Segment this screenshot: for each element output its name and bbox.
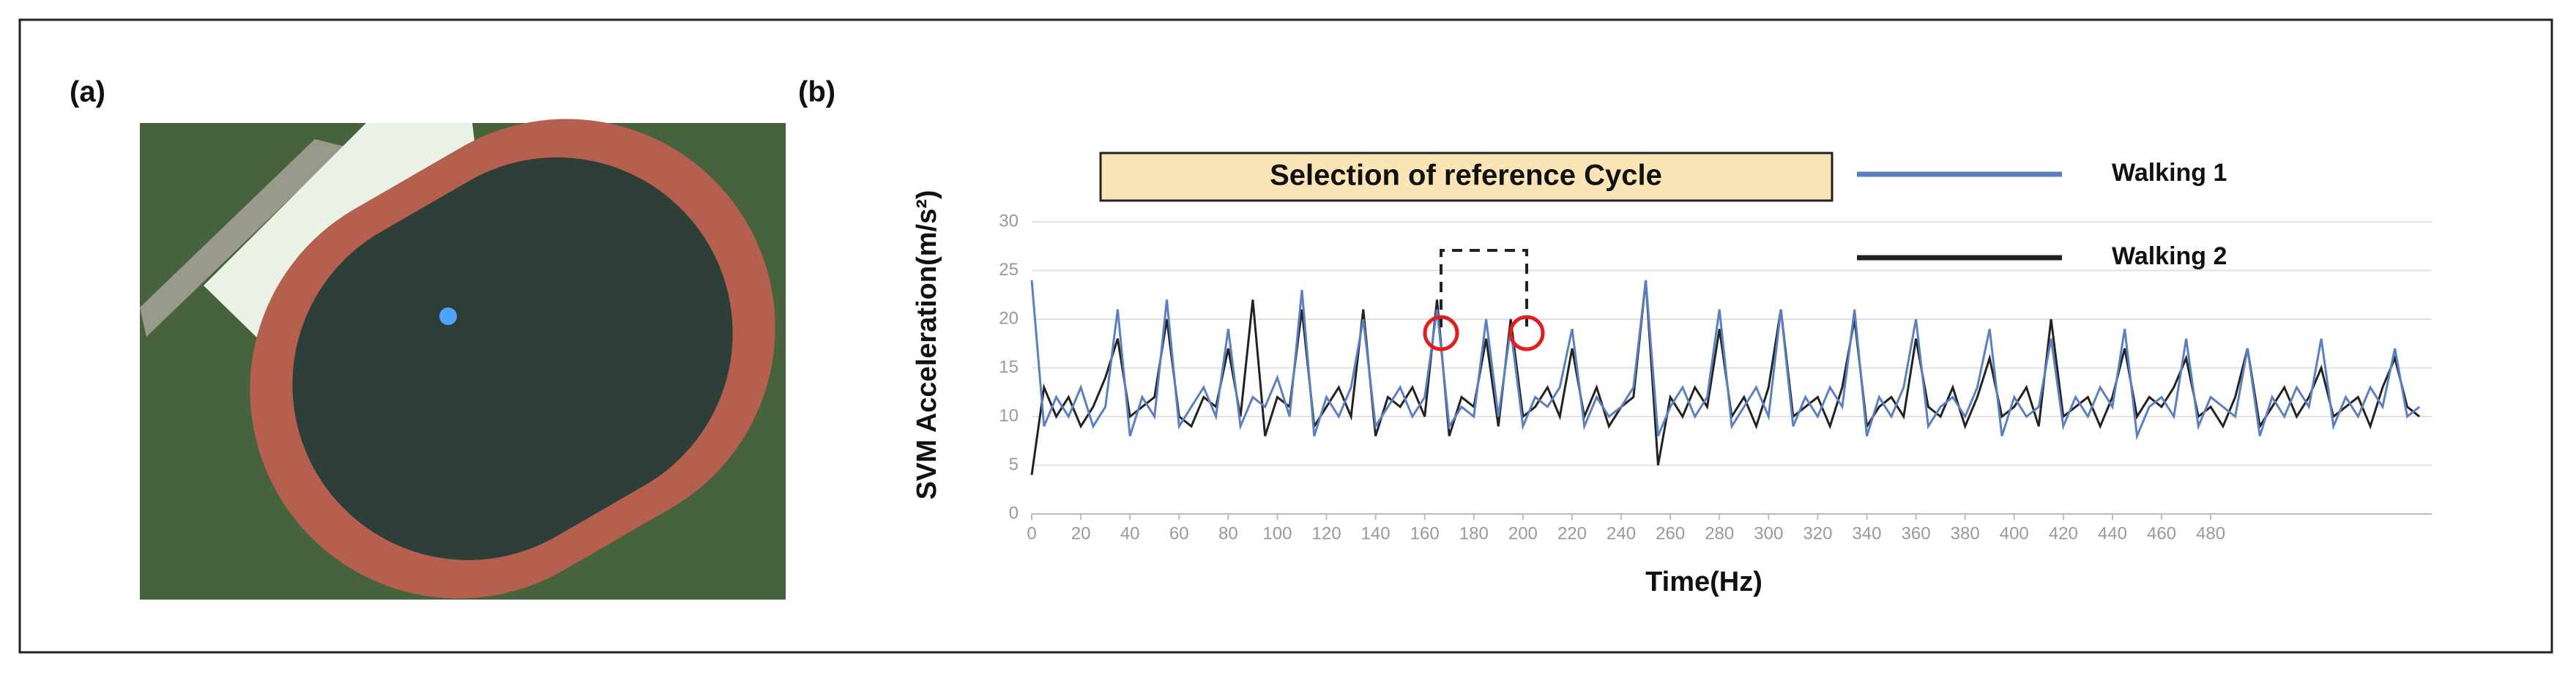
frame xyxy=(18,18,2553,654)
y-tick-label: 10 xyxy=(999,406,1019,425)
x-tick-label: 480 xyxy=(2196,523,2225,543)
panel-label: (a) xyxy=(70,76,105,108)
y-tick-label: 30 xyxy=(999,211,1019,231)
x-tick-label: 380 xyxy=(1951,523,1980,543)
line-series xyxy=(1030,280,2421,441)
x-tick-label: 20 xyxy=(1071,523,1091,543)
x-tick-label: 440 xyxy=(2098,523,2127,543)
y-tick-label: 25 xyxy=(999,260,1019,280)
legend-label: Walking 2 xyxy=(2112,242,2227,270)
x-tick-label: 280 xyxy=(1705,523,1734,543)
x-tick-label: 420 xyxy=(2049,523,2078,543)
y-axis-label: SVM Acceleration(m/s²) xyxy=(912,190,942,499)
x-tick-label: 340 xyxy=(1852,523,1881,543)
x-tick-label: 220 xyxy=(1557,523,1587,543)
x-tick-label: 200 xyxy=(1508,523,1538,543)
x-tick-label: 240 xyxy=(1607,523,1636,543)
y-tick-label: 20 xyxy=(999,308,1019,328)
panel-label: (b) xyxy=(798,76,835,108)
x-tick-label: 120 xyxy=(1312,523,1341,543)
x-tick-label: 40 xyxy=(1120,523,1140,543)
x-tick-label: 60 xyxy=(1169,523,1189,543)
y-tick-label: 15 xyxy=(999,357,1019,377)
x-tick-label: 180 xyxy=(1459,523,1489,543)
x-tick-label: 80 xyxy=(1218,523,1238,543)
x-axis-label: Time(Hz) xyxy=(1645,567,1762,597)
x-tick-label: 140 xyxy=(1361,523,1391,543)
satellite-image xyxy=(140,119,786,600)
x-tick-label: 300 xyxy=(1754,523,1783,543)
x-tick-label: 400 xyxy=(2000,523,2029,543)
y-tick-label: 5 xyxy=(1009,455,1019,474)
x-tick-label: 360 xyxy=(1902,523,1931,543)
cycle-marker xyxy=(1423,249,1545,351)
x-tick-label: 460 xyxy=(2147,523,2176,543)
x-tick-label: 100 xyxy=(1262,523,1292,543)
x-tick-label: 0 xyxy=(1027,523,1036,543)
legend-label: Walking 1 xyxy=(2112,159,2227,187)
annotation-box xyxy=(1099,152,1834,202)
annotation: Selection of reference Cycle xyxy=(1270,160,1662,192)
x-tick-label: 160 xyxy=(1410,523,1440,543)
x-tick-label: 260 xyxy=(1656,523,1685,543)
y-tick-label: 0 xyxy=(1009,503,1019,523)
x-tick-label: 320 xyxy=(1803,523,1832,543)
